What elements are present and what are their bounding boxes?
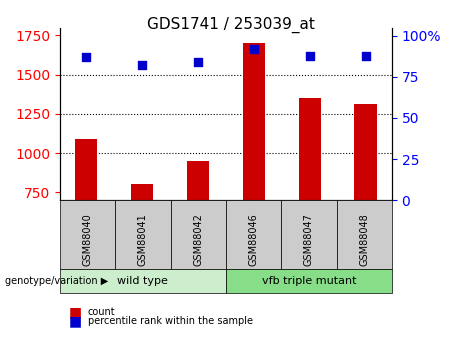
Text: vfb triple mutant: vfb triple mutant	[262, 276, 356, 286]
Bar	[355, 105, 377, 200]
Bar	[187, 161, 209, 200]
Point	[362, 53, 369, 58]
Bar	[75, 139, 97, 200]
Text: ■: ■	[69, 314, 82, 328]
Text: GSM88041: GSM88041	[138, 213, 148, 266]
Bar	[131, 185, 153, 200]
Text: wild type: wild type	[118, 276, 168, 286]
Point	[250, 46, 258, 52]
Text: GSM88040: GSM88040	[83, 213, 93, 266]
Text: GSM88046: GSM88046	[248, 213, 259, 266]
Point	[194, 59, 201, 65]
Point	[83, 55, 90, 60]
Bar	[242, 43, 265, 200]
Text: GSM88042: GSM88042	[193, 213, 203, 266]
Bar	[299, 98, 321, 200]
Point	[306, 53, 313, 58]
Text: GSM88048: GSM88048	[359, 213, 369, 266]
Text: ■: ■	[69, 305, 82, 319]
Text: count: count	[88, 307, 115, 317]
Text: GDS1741 / 253039_at: GDS1741 / 253039_at	[147, 17, 314, 33]
Point	[138, 63, 146, 68]
Text: percentile rank within the sample: percentile rank within the sample	[88, 316, 253, 326]
Text: genotype/variation ▶: genotype/variation ▶	[5, 276, 108, 286]
Text: GSM88047: GSM88047	[304, 213, 314, 266]
